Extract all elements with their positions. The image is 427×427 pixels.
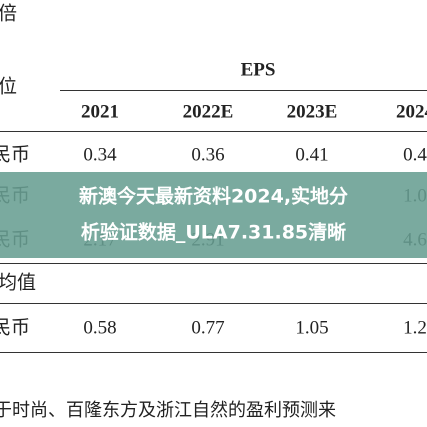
banner-line: 析验证数据_ULA7.31.85清晰	[80, 221, 347, 244]
header-fragment: 倍	[0, 3, 18, 25]
rule	[0, 131, 427, 132]
row-label: 民币	[0, 144, 31, 166]
cell: 0.4	[403, 144, 427, 166]
cell: 0.77	[191, 317, 225, 339]
banner: 新澳今天最新资料2024,实地分 析验证数据_ULA7.31.85清晰	[0, 172, 427, 258]
column-header: 2021	[81, 101, 119, 123]
section-label: 均值	[0, 272, 37, 294]
cell: 0.34	[83, 144, 117, 166]
rule	[60, 90, 427, 91]
column-header: 2023E	[286, 101, 338, 123]
note: 于时尚、百隆东方及浙江自然的盈利预测来	[0, 400, 336, 420]
row-label: 民币	[0, 317, 31, 339]
group-header: EPS	[240, 59, 276, 81]
rule	[0, 352, 427, 353]
cell: 0.58	[83, 317, 117, 339]
rule	[0, 303, 427, 304]
unit-label: 位	[0, 76, 18, 98]
cell: 0.41	[295, 144, 329, 166]
cell: 1.2	[403, 317, 427, 339]
cell: 1.05	[295, 317, 329, 339]
column-header: 2022E	[182, 101, 234, 123]
cell: 0.36	[191, 144, 225, 166]
banner-line: 新澳今天最新资料2024,实地分	[78, 185, 349, 208]
rule	[0, 263, 427, 264]
column-header: 2024	[396, 101, 427, 123]
